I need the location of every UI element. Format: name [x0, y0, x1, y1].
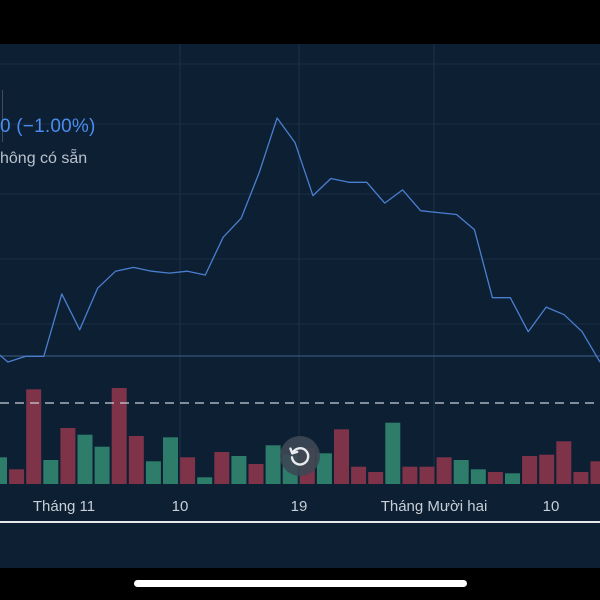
- volume-bar: [163, 437, 178, 484]
- volume-bar: [505, 473, 520, 484]
- x-tick-label: Tháng 11: [32, 498, 96, 515]
- x-tick-label: 10: [171, 498, 189, 515]
- volume-bar: [43, 460, 59, 484]
- volume-bar: [402, 466, 418, 484]
- volume-bar: [231, 456, 247, 484]
- volume-bar: [556, 441, 572, 484]
- volume-bar: [487, 472, 503, 484]
- reset-zoom-button[interactable]: [280, 436, 320, 476]
- volume-bar: [385, 422, 401, 484]
- volume-bar: [522, 456, 538, 484]
- volume-bar: [368, 472, 384, 484]
- volume-bar: [111, 388, 127, 484]
- x-tick-label: Tháng Mười hai: [380, 498, 488, 515]
- volume-bar: [316, 453, 332, 484]
- status-text: hông có sẵn: [0, 150, 88, 167]
- volume-bar: [214, 452, 230, 484]
- volume-bar: [470, 469, 486, 484]
- volume-bar: [453, 460, 469, 484]
- price-volume-chart[interactable]: [0, 44, 600, 568]
- x-tick-label: 10: [542, 498, 560, 515]
- volume-bar: [197, 477, 213, 484]
- volume-bar: [145, 461, 161, 484]
- divider: [2, 90, 3, 142]
- grid-lines: [0, 44, 600, 484]
- volume-bar: [573, 472, 589, 484]
- volume-bars: [0, 388, 600, 484]
- volume-bar: [248, 464, 264, 484]
- volume-bar: [60, 428, 76, 484]
- volume-bar: [265, 445, 281, 484]
- price-change-text: 0 (−1.00%): [0, 116, 96, 137]
- volume-bar: [180, 457, 196, 484]
- volume-bar: [0, 457, 7, 484]
- time-axis-line: [0, 521, 600, 523]
- volume-bar: [94, 446, 110, 484]
- volume-bar: [436, 457, 452, 484]
- volume-bar: [9, 469, 25, 484]
- volume-bar: [334, 429, 349, 484]
- volume-bar: [77, 434, 93, 484]
- volume-bar: [351, 466, 367, 484]
- chart-screen[interactable]: 0 (−1.00%) hông có sẵn Tháng 11 10 19 Tháng…: [0, 44, 600, 568]
- volume-bar: [26, 389, 42, 484]
- volume-bar: [590, 461, 600, 484]
- volume-bar: [539, 454, 555, 484]
- x-tick-label: 19: [290, 498, 308, 515]
- price-line: [0, 117, 600, 363]
- rotate-ccw-icon: [289, 447, 310, 466]
- volume-bar: [419, 466, 435, 484]
- volume-bar: [128, 436, 144, 484]
- home-indicator[interactable]: [134, 580, 467, 587]
